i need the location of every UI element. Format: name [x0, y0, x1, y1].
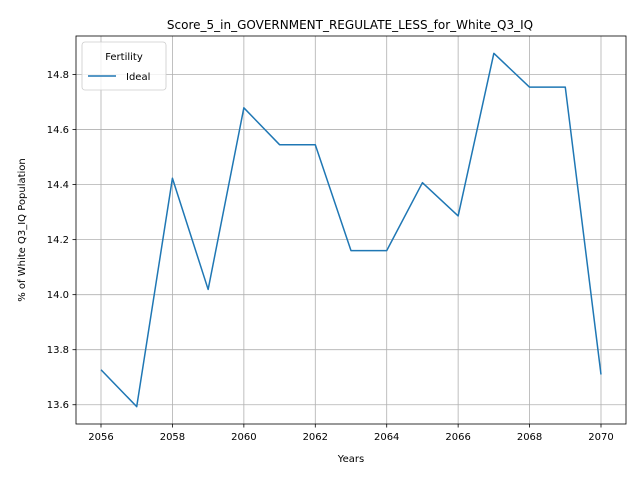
plot-frame	[75, 35, 627, 425]
legend-box	[81, 41, 167, 91]
x-tick-label: 2062	[303, 432, 328, 443]
x-tick-label: 2058	[160, 432, 185, 443]
x-tick-label: 2056	[88, 432, 113, 443]
x-ticks: 2056 2058 2060 2062 2064 2066 2068 2070	[88, 424, 614, 443]
y-tick-label: 14.0	[47, 290, 69, 301]
y-tick-label: 13.8	[47, 345, 69, 356]
x-tick-label: 2066	[445, 432, 470, 443]
x-tick-label: 2068	[517, 432, 542, 443]
legend-entry-ideal: Ideal	[126, 72, 150, 83]
y-tick-label: 13.6	[47, 400, 69, 411]
y-ticks: 13.6 13.8 14.0 14.2 14.4 14.6 14.8	[47, 70, 76, 411]
legend-title: Fertility	[105, 52, 143, 63]
y-tick-label: 14.4	[47, 180, 69, 191]
series-line-ideal	[100, 52, 602, 408]
legend: Fertility Ideal	[81, 41, 167, 91]
series-layer	[100, 52, 602, 408]
y-axis-label: % of White Q3_IQ Population	[17, 158, 28, 302]
grid	[76, 36, 626, 424]
x-axis-label: Years	[337, 454, 364, 465]
y-tick-label: 14.6	[47, 125, 69, 136]
x-tick-label: 2070	[588, 432, 613, 443]
y-tick-label: 14.2	[47, 235, 69, 246]
x-tick-label: 2064	[374, 432, 399, 443]
x-tick-label: 2060	[231, 432, 256, 443]
y-tick-label: 14.8	[47, 70, 69, 81]
chart-title: Score_5_in_GOVERNMENT_REGULATE_LESS_for_…	[167, 18, 533, 32]
